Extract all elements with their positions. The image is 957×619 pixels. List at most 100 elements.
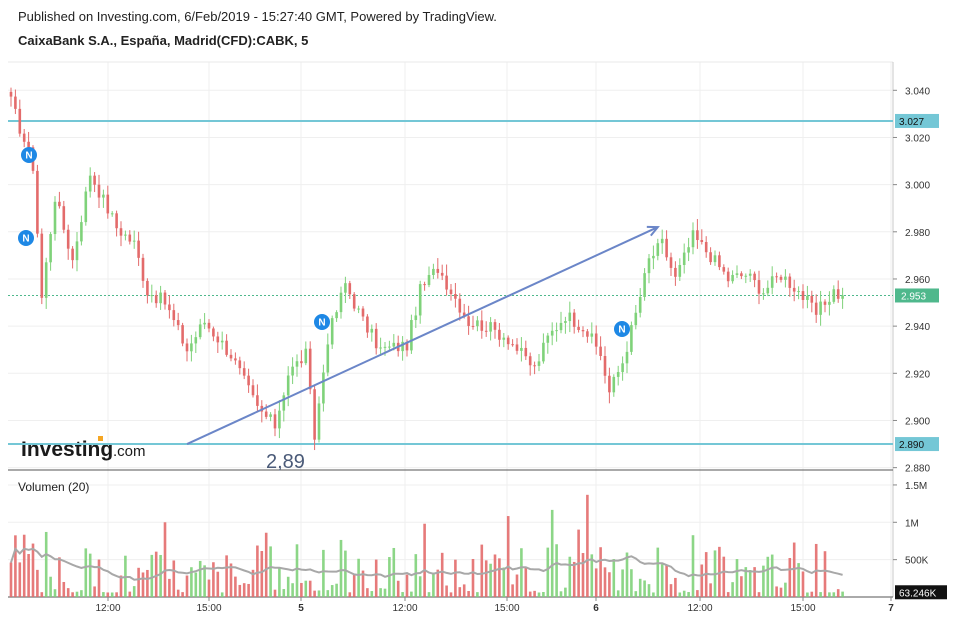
candle-body	[458, 298, 462, 313]
news-badge-label: N	[22, 234, 29, 245]
candle	[506, 335, 510, 350]
candle	[555, 322, 558, 342]
news-badge-icon[interactable]: N	[21, 147, 37, 163]
volume-bar	[586, 494, 589, 597]
volume-bar	[75, 591, 79, 597]
volume-bar	[119, 575, 123, 597]
candle	[185, 338, 189, 362]
volume-bar	[308, 580, 312, 597]
candle	[577, 319, 580, 333]
candle-body	[366, 316, 369, 333]
volume-bar	[335, 583, 338, 597]
x-tick-label: 6	[593, 603, 599, 614]
volume-bar	[379, 588, 382, 597]
volume-bar	[286, 576, 290, 597]
candle-body	[128, 234, 132, 242]
candle	[770, 266, 774, 295]
candle-body	[506, 337, 510, 345]
volume-bar	[691, 535, 695, 597]
candle-body	[713, 255, 717, 263]
candle	[418, 280, 422, 324]
volume-bar	[700, 564, 704, 597]
candle	[18, 99, 22, 137]
candle	[669, 252, 673, 276]
volume-bar	[748, 570, 752, 597]
candle-body	[198, 324, 202, 338]
candle-body	[194, 337, 198, 344]
news-badge-icon[interactable]: N	[18, 230, 34, 246]
price-tag-text: 2.890	[899, 440, 924, 451]
candle	[775, 272, 778, 283]
candle	[172, 303, 176, 327]
candle	[115, 210, 118, 237]
volume-bar	[458, 587, 462, 597]
candle-body	[462, 312, 466, 317]
y-tick-label: 2.880	[905, 464, 930, 475]
candle	[603, 346, 607, 384]
logo-dot-icon	[98, 436, 103, 441]
candle	[713, 250, 717, 266]
candle	[757, 270, 761, 305]
volume-bar	[71, 592, 74, 597]
candle-body	[718, 255, 721, 268]
volume-bar	[423, 523, 426, 597]
volume-bar	[559, 591, 563, 597]
candle	[88, 167, 92, 198]
logo-brand: Investing	[21, 438, 113, 461]
candle	[797, 286, 800, 300]
candle-body	[476, 320, 479, 327]
candle-body	[546, 335, 550, 343]
candle	[608, 367, 611, 404]
news-badge-icon[interactable]: N	[314, 314, 330, 330]
candle	[260, 400, 264, 423]
candle-body	[555, 330, 558, 332]
last-price-text: 2.953	[901, 291, 926, 302]
candle	[326, 333, 330, 377]
volume-bar	[621, 569, 624, 597]
volume-bar	[770, 554, 774, 597]
volume-bar	[313, 590, 316, 597]
candle-body	[471, 325, 475, 327]
x-tick-label: 7	[888, 603, 894, 614]
candle-body	[511, 344, 514, 346]
volume-bar	[132, 586, 136, 597]
volume-bar	[537, 592, 541, 597]
candle-body	[819, 301, 822, 315]
candle	[489, 317, 492, 341]
candle-body	[137, 240, 140, 258]
candle	[665, 230, 668, 261]
volume-bar	[291, 583, 294, 597]
candle-body	[163, 292, 167, 305]
candle	[361, 306, 365, 322]
candle-body	[590, 333, 594, 337]
volume-bar	[476, 592, 479, 597]
candle	[181, 322, 184, 347]
candle	[533, 361, 536, 375]
volume-bar	[330, 585, 334, 597]
candle-body	[317, 403, 321, 440]
volume-bar	[31, 543, 35, 597]
candle-body	[22, 133, 26, 142]
volume-bar	[625, 552, 629, 597]
volume-bar	[370, 591, 374, 597]
candle	[471, 315, 475, 330]
candle-body	[726, 271, 730, 282]
volume-moving-average	[10, 547, 843, 581]
candle-body	[348, 283, 352, 295]
candle-body	[278, 410, 281, 429]
candle	[656, 238, 660, 261]
candle-body	[766, 287, 770, 294]
volume-bar	[58, 557, 61, 597]
candle-body	[704, 241, 708, 253]
candle	[643, 268, 646, 301]
candle-body	[36, 170, 39, 234]
candle	[423, 281, 426, 291]
volume-bar	[511, 584, 514, 597]
candle-body	[295, 361, 299, 367]
volume-bar	[366, 588, 369, 597]
candle	[225, 334, 228, 357]
chart-frame	[8, 61, 894, 598]
price-axis: 3.040 3.020 3.000 2.980 2.960 2.940 2.920 2.900…	[893, 86, 939, 475]
news-badge-icon[interactable]: N	[614, 321, 630, 337]
